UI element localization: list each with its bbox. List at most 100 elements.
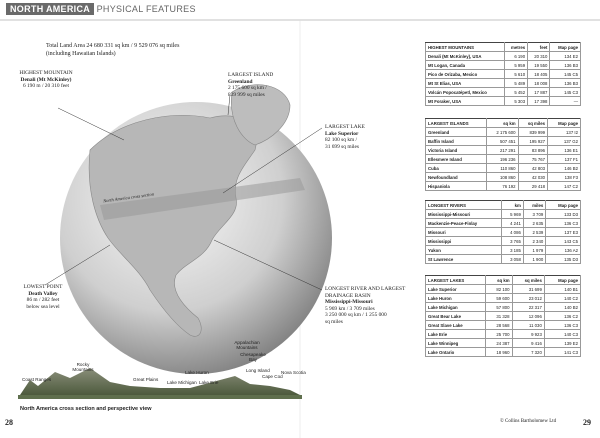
table-header: LONGEST RIVERS km miles Map page (425, 200, 581, 210)
table-cell: 75 767 (517, 154, 549, 164)
callout-line: sq miles (325, 318, 343, 325)
table-cell: 6 190 (503, 51, 529, 61)
cross-section-label: Long Island (246, 368, 270, 373)
table-cell: 136 C3 (543, 320, 582, 330)
table-cell: Great Slave Lake (424, 320, 487, 330)
leader-lines (44, 94, 323, 291)
table-cell: Mackenzie-Peace-Finlay (425, 218, 502, 228)
table-cell: Pico de Orizaba, Mexico (425, 69, 505, 79)
table-cell: 145 C5 (549, 69, 581, 79)
data-table: HIGHEST MOUNTAINS metres feet Map page Denal… (425, 42, 581, 106)
table-row: Mt Logan, Canada 5 959 19 550 136 B3 (425, 60, 581, 70)
table-cell: 140 B1 (543, 284, 582, 294)
callout-line: Death Valley (28, 290, 58, 297)
callout-heading: LOWEST POINT (23, 284, 63, 290)
table-cell: 2 175 600 (485, 127, 519, 137)
column-header: HIGHEST MOUNTAINS (425, 42, 505, 52)
table-cell: 1 979 (522, 245, 547, 255)
table-row: Mackenzie-Peace-Finlay 4 241 2 635 136 C3 (425, 218, 581, 228)
cross-section-label: Coast Ranges (22, 377, 52, 382)
table-cell: Greenland (425, 127, 487, 137)
cross-section-label: Nova Scotia (281, 370, 306, 375)
table-header: LARGEST ISLANDS sq km sq miles Map page (425, 118, 581, 128)
table-cell: Missouri (425, 227, 502, 237)
table-cell: 196 236 (485, 154, 519, 164)
column-header: LARGEST ISLANDS (425, 118, 487, 128)
table-cell: 22 317 (511, 302, 545, 312)
table-cell: 18 405 (527, 69, 551, 79)
table-cell: 140 C2 (543, 293, 582, 303)
table-cell: 3 058 (500, 254, 524, 264)
table-cell: 5 610 (503, 69, 529, 79)
table-header: HIGHEST MOUNTAINS metres feet Map page (425, 42, 581, 52)
table-cell: 141 C3 (543, 347, 582, 357)
table-cell: 5 489 (503, 78, 529, 88)
table-cell: 19 550 (527, 60, 551, 70)
table-cell: 133 D3 (545, 209, 581, 219)
table-cell: 3 709 (522, 209, 547, 219)
column-header: LARGEST LAKES (424, 275, 487, 285)
cross-section-label: Lake Michigan (167, 380, 197, 385)
table-cell: 136 E1 (547, 145, 581, 155)
table-row: Hispaniola 76 192 29 418 147 C2 (425, 181, 581, 191)
table-cell: 136 A2 (545, 245, 581, 255)
table-header: LARGEST LAKES sq km sq miles Map page (424, 275, 582, 285)
table-cell: Yukon (425, 245, 502, 255)
callout-line: 2 175 600 sq km / (228, 85, 267, 92)
table-cell: 137 G2 (547, 136, 581, 146)
table-row: Greenland 2 175 600 839 999 137 I2 (425, 127, 581, 137)
table-cell: Lake Erie (424, 329, 487, 339)
table-row: Mt Foraker, USA 5 303 17 398— (425, 96, 581, 106)
table-cell: 25 700 (485, 329, 513, 339)
table-cell: 18 008 (527, 78, 551, 88)
callout-line: 6 190 m / 20 310 feet (22, 83, 70, 90)
table-cell: 17 398 (527, 96, 551, 106)
table-cell: 4 241 (500, 218, 524, 228)
callout-line: Denali (Mt McKinley) (20, 76, 72, 83)
column-header: Map page (545, 200, 581, 210)
copyright: © Collins Bartholomew Ltd (500, 419, 557, 424)
column-header: Map page (549, 42, 581, 52)
column-header: sq km (485, 118, 519, 128)
table-cell: — (549, 96, 581, 106)
table-cell: 3 765 (500, 236, 524, 246)
table-cell: 137 F1 (547, 154, 581, 164)
table-cell: 42 803 (517, 163, 549, 173)
table-row: Lake Superior 82 100 31 699 140 B1 (424, 284, 582, 294)
column-header: sq miles (511, 275, 545, 285)
callout: HIGHEST MOUNTAIN Denali (Mt McKinley) 6 19… (6, 70, 86, 90)
section-band (100, 178, 305, 220)
table-cell: 5 452 (503, 87, 529, 97)
table-cell: 76 192 (485, 181, 519, 191)
table-cell: 136 B3 (549, 60, 581, 70)
table-row: St Lawrence 3 058 1 900 135 D3 (425, 254, 581, 264)
land-area: Total Land Area 24 680 331 sq km / 9 529… (46, 42, 246, 58)
column-header: km (500, 200, 524, 210)
table-cell: 20 310 (527, 51, 551, 61)
callout-line: 839 999 sq miles (228, 91, 265, 98)
table-cell: 5 969 (500, 209, 524, 219)
table-cell: 136 C3 (545, 218, 581, 228)
callout-heading: LARGEST LAKE (325, 124, 365, 130)
callout: LARGEST LAKE Lake Superior 82 100 sq km /3… (325, 124, 405, 150)
table-cell: 31 699 (511, 284, 545, 294)
table-cell: 4 086 (500, 227, 524, 237)
table-cell: 18 960 (485, 347, 513, 357)
callout-line: 31 699 sq miles (325, 143, 359, 150)
column-header: miles (522, 200, 547, 210)
greenland (231, 84, 291, 146)
table-cell: 7 320 (511, 347, 545, 357)
callout-line: Mississippi-Missouri (325, 299, 373, 306)
table-cell: 136 B3 (549, 78, 581, 88)
table-cell: Mississippi-Missouri (425, 209, 502, 219)
table-cell: 57 800 (485, 302, 513, 312)
cross-section-caption: North America cross section and perspect… (20, 406, 152, 412)
table-cell: Denali (Mt McKinley), USA (425, 51, 505, 61)
table-cell: Mt Foraker, USA (425, 96, 505, 106)
callout-line: 5 969 km / 3 709 miles (325, 305, 375, 312)
table-cell: 146 B2 (547, 163, 581, 173)
table-cell: 195 927 (517, 136, 549, 146)
table-cell: Lake Ontario (424, 347, 487, 357)
